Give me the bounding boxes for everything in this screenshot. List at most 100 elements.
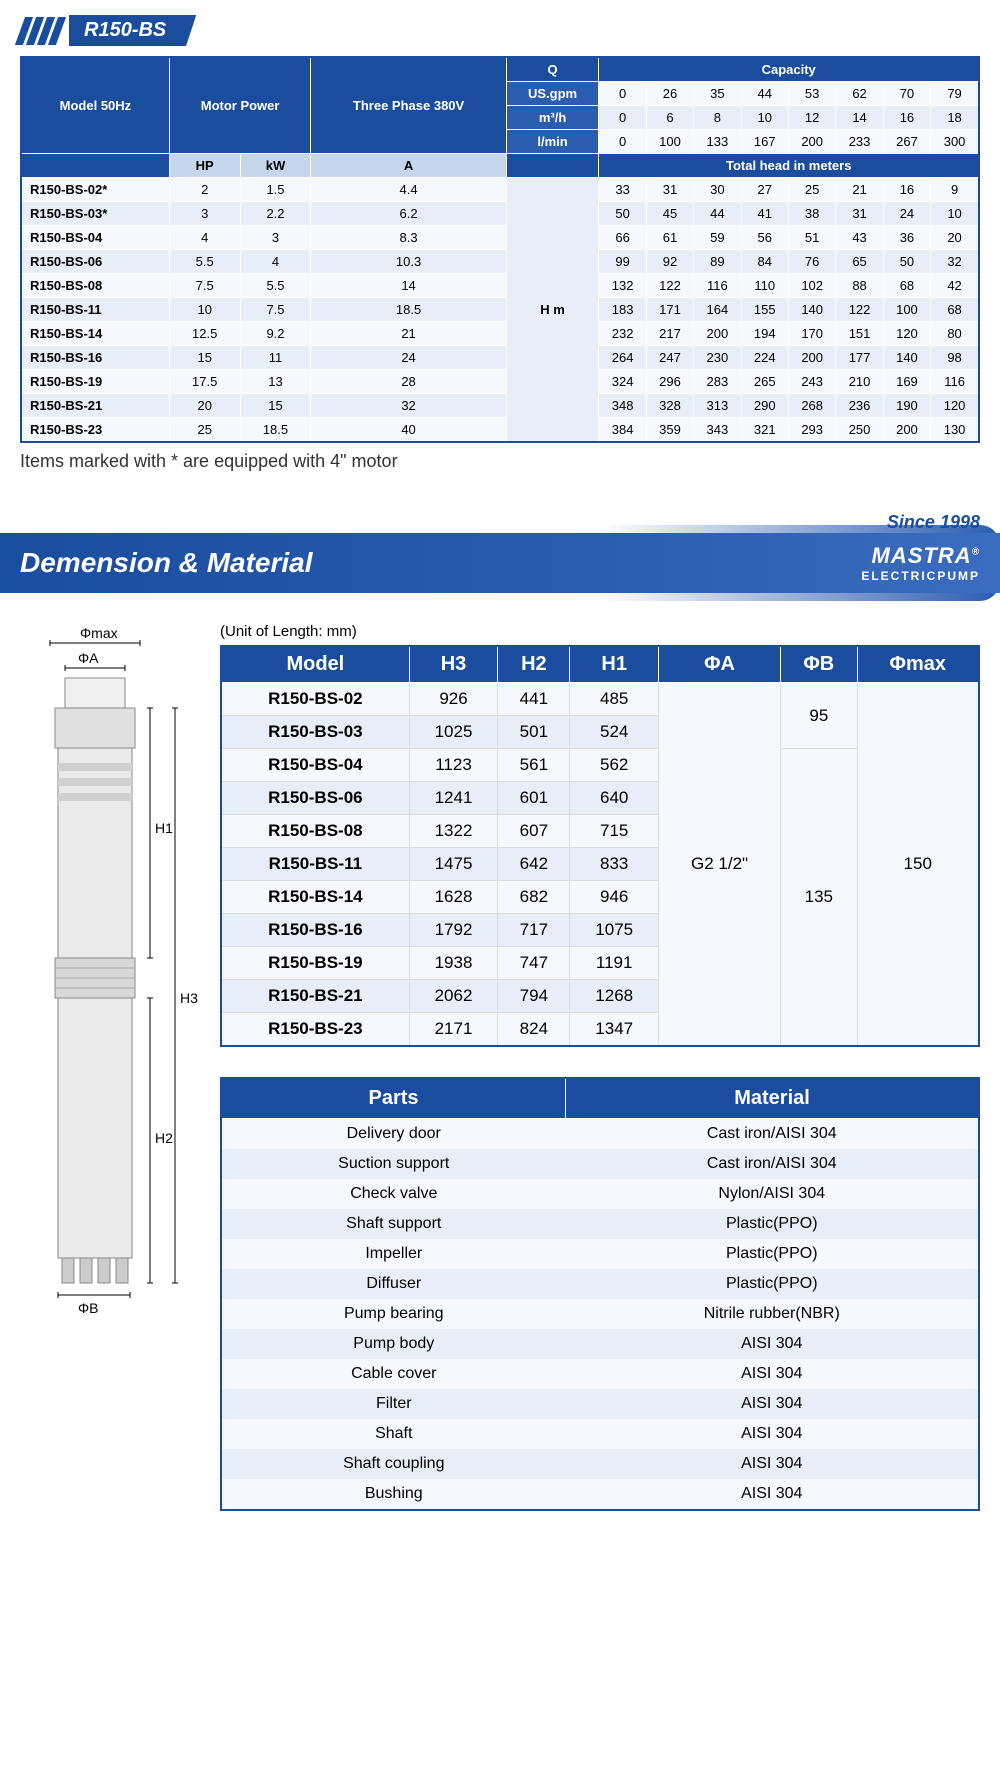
- material-cell: AISI 304: [566, 1329, 979, 1359]
- h1-cell: 562: [570, 749, 659, 782]
- val-cell: 31: [836, 202, 883, 226]
- cap-cell: 267: [883, 130, 930, 154]
- val-cell: 321: [741, 418, 788, 443]
- h1-cell: 833: [570, 848, 659, 881]
- dimensions-table: ModelH3H2H1ΦAΦBΦmax R150-BS-02 926 441 4…: [220, 645, 980, 1047]
- cap-cell: 26: [646, 82, 693, 106]
- model-cell: R150-BS-16: [221, 914, 409, 947]
- h2-cell: 682: [498, 881, 570, 914]
- val-cell: 324: [599, 370, 646, 394]
- dim-col: H2: [498, 646, 570, 683]
- phia-cell: G2 1/2": [658, 683, 780, 1047]
- cap-cell: 62: [836, 82, 883, 106]
- h1-cell: 715: [570, 815, 659, 848]
- val-cell: 68: [883, 274, 930, 298]
- model-cell: R150-BS-21: [21, 394, 169, 418]
- val-cell: 264: [599, 346, 646, 370]
- val-cell: 217: [646, 322, 693, 346]
- cap-cell: 12: [788, 106, 835, 130]
- model-cell: R150-BS-02*: [21, 178, 169, 202]
- footnote: Items marked with * are equipped with 4"…: [20, 451, 980, 472]
- val-cell: 16: [883, 178, 930, 202]
- h1-cell: 1347: [570, 1013, 659, 1047]
- part-cell: Check valve: [221, 1179, 566, 1209]
- h3-cell: 1322: [409, 815, 498, 848]
- val-cell: 140: [883, 346, 930, 370]
- val-cell: 200: [788, 346, 835, 370]
- kw-cell: 7.5: [240, 298, 311, 322]
- materials-table: Parts Material Delivery doorCast iron/AI…: [220, 1077, 980, 1511]
- val-cell: 38: [788, 202, 835, 226]
- cap-cell: 200: [788, 130, 835, 154]
- h1-cell: 946: [570, 881, 659, 914]
- svg-text:ΦB: ΦB: [78, 1300, 99, 1316]
- val-cell: 359: [646, 418, 693, 443]
- table-row: R150-BS-14 12.5 9.2 21 23221720019417015…: [21, 322, 979, 346]
- header-title: R150-BS: [69, 15, 196, 46]
- val-cell: 343: [694, 418, 741, 443]
- val-cell: 243: [788, 370, 835, 394]
- val-cell: 51: [788, 226, 835, 250]
- brand-area: MASTRA® ELECTRICPUMP: [861, 543, 980, 583]
- svg-text:H2: H2: [155, 1130, 173, 1146]
- kw-cell: 13: [240, 370, 311, 394]
- cap-cell: 100: [646, 130, 693, 154]
- material-cell: Nitrile rubber(NBR): [566, 1299, 979, 1329]
- cap-cell: 79: [931, 82, 979, 106]
- val-cell: 116: [694, 274, 741, 298]
- svg-text:ΦA: ΦA: [78, 650, 99, 666]
- material-cell: Cast iron/AISI 304: [566, 1119, 979, 1150]
- part-cell: Filter: [221, 1389, 566, 1419]
- val-cell: 155: [741, 298, 788, 322]
- col-model: Model 50Hz: [21, 57, 169, 154]
- model-cell: R150-BS-16: [21, 346, 169, 370]
- kw-cell: 2.2: [240, 202, 311, 226]
- val-cell: 45: [646, 202, 693, 226]
- table-row: Delivery doorCast iron/AISI 304: [221, 1119, 979, 1150]
- part-cell: Suction support: [221, 1149, 566, 1179]
- dim-col: Φmax: [857, 646, 979, 683]
- table-row: R150-BS-06 5.5 4 10.3 9992898476655032: [21, 250, 979, 274]
- val-cell: 21: [836, 178, 883, 202]
- cap-cell: 300: [931, 130, 979, 154]
- val-cell: 42: [931, 274, 979, 298]
- val-cell: 102: [788, 274, 835, 298]
- val-cell: 250: [836, 418, 883, 443]
- a-cell: 32: [311, 394, 506, 418]
- cap-cell: 16: [883, 106, 930, 130]
- h2-cell: 824: [498, 1013, 570, 1047]
- cap-cell: 53: [788, 82, 835, 106]
- kw-cell: 11: [240, 346, 311, 370]
- table-row: R150-BS-21 20 15 32 34832831329026823619…: [21, 394, 979, 418]
- table-row: Cable coverAISI 304: [221, 1359, 979, 1389]
- hp-cell: 12.5: [169, 322, 240, 346]
- h2-cell: 642: [498, 848, 570, 881]
- val-cell: 236: [836, 394, 883, 418]
- val-cell: 25: [788, 178, 835, 202]
- table-row: R150-BS-02* 2 1.5 4.4 H m 33313027252116…: [21, 178, 979, 202]
- unit-note: (Unit of Length: mm): [220, 623, 980, 640]
- val-cell: 122: [836, 298, 883, 322]
- sub-kw: kW: [240, 154, 311, 178]
- val-cell: 27: [741, 178, 788, 202]
- h1-cell: 1268: [570, 980, 659, 1013]
- hp-cell: 2: [169, 178, 240, 202]
- val-cell: 33: [599, 178, 646, 202]
- pump-diagram: Φmax ΦA H1: [20, 623, 200, 1511]
- material-cell: Cast iron/AISI 304: [566, 1149, 979, 1179]
- sub-a: A: [311, 154, 506, 178]
- material-cell: Plastic(PPO): [566, 1239, 979, 1269]
- h2-cell: 601: [498, 782, 570, 815]
- part-cell: Impeller: [221, 1239, 566, 1269]
- col-motor: Motor Power: [169, 57, 311, 154]
- row-m3h-label: m³/h: [506, 106, 599, 130]
- h3-cell: 1628: [409, 881, 498, 914]
- table-row: R150-BS-04 4 3 8.3 6661595651433620: [21, 226, 979, 250]
- val-cell: 44: [694, 202, 741, 226]
- hm-label: H m: [506, 178, 599, 443]
- val-cell: 247: [646, 346, 693, 370]
- val-cell: 169: [883, 370, 930, 394]
- h3-cell: 1241: [409, 782, 498, 815]
- val-cell: 50: [599, 202, 646, 226]
- val-cell: 76: [788, 250, 835, 274]
